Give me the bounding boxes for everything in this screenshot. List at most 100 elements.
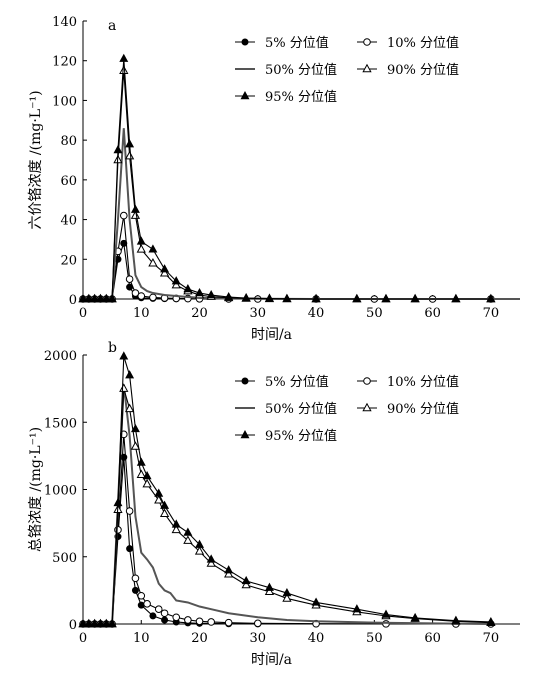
data-point xyxy=(119,211,128,220)
legend-marker xyxy=(241,38,249,46)
data-point xyxy=(148,244,158,253)
x-tick-label: 10 xyxy=(133,631,150,646)
data-point xyxy=(130,423,140,433)
data-point xyxy=(149,293,157,302)
x-tick-label: 70 xyxy=(483,306,500,321)
data-point xyxy=(159,267,170,277)
y-axis-label: 六价铬浓度 /(mg·L⁻¹) xyxy=(28,90,44,229)
data-point xyxy=(160,264,170,273)
data-point xyxy=(206,554,216,563)
y-tick-label: 120 xyxy=(52,55,77,70)
legend-marker xyxy=(362,402,372,412)
data-point xyxy=(207,618,215,626)
legend-label: 50% 分位值 xyxy=(265,62,337,78)
data-point xyxy=(241,579,251,589)
legend-marker xyxy=(362,63,372,73)
data-point xyxy=(149,612,157,620)
data-point xyxy=(125,275,134,283)
data-point xyxy=(130,210,141,219)
data-point xyxy=(137,292,146,300)
legend-label: 5% 分位值 xyxy=(265,374,329,390)
data-point xyxy=(119,383,129,392)
data-point xyxy=(160,609,169,618)
x-tick-label: 60 xyxy=(424,631,441,646)
data-point xyxy=(183,527,193,536)
data-point xyxy=(282,293,292,303)
panel-label: b xyxy=(108,340,117,356)
y-tick-label: 2000 xyxy=(44,349,77,364)
x-tick-label: 0 xyxy=(79,306,87,321)
data-point xyxy=(264,586,275,596)
data-point xyxy=(241,292,251,302)
data-point xyxy=(136,469,146,479)
x-tick-label: 60 xyxy=(424,306,441,321)
legend-label: 50% 分位值 xyxy=(265,401,337,417)
y-tick-label: 0 xyxy=(69,618,77,633)
chart-panel-a: 0 10 20 30 40 50 60 70 0 20 40 60 80 100 120 140 时间/a 六价铬… xyxy=(28,15,520,343)
data-point xyxy=(161,616,169,624)
data-point xyxy=(90,618,100,628)
data-point xyxy=(143,600,151,608)
data-point xyxy=(119,65,129,74)
data-point xyxy=(124,403,135,413)
legend-label: 95% 分位值 xyxy=(265,428,337,444)
data-point xyxy=(160,500,170,509)
data-point xyxy=(382,620,390,628)
data-point xyxy=(311,293,321,303)
data-point xyxy=(451,293,461,303)
data-point xyxy=(311,597,321,606)
data-point xyxy=(352,293,362,303)
y-tick-label: 100 xyxy=(52,94,77,109)
legend-marker xyxy=(240,429,250,439)
y-axis-label: 总铬浓度 /(mg·L⁻¹) xyxy=(28,427,44,552)
data-point xyxy=(154,488,164,497)
y-tick-label: 1500 xyxy=(44,416,77,431)
y-tick-label: 40 xyxy=(60,214,77,229)
data-point xyxy=(78,293,88,303)
data-point xyxy=(136,457,146,466)
data-point xyxy=(142,471,152,480)
x-tick-label: 40 xyxy=(308,306,325,321)
data-point xyxy=(451,615,461,624)
legend-label: 10% 分位值 xyxy=(387,374,459,390)
series-5 xyxy=(78,53,496,303)
y-tick-label: 0 xyxy=(69,293,77,308)
data-point xyxy=(486,293,496,303)
data-point xyxy=(172,613,181,622)
data-point xyxy=(171,276,181,285)
x-tick-label: 0 xyxy=(79,631,87,646)
legend-label: 90% 分位值 xyxy=(387,401,459,417)
data-point xyxy=(381,609,391,618)
y-tick-label: 20 xyxy=(60,253,77,268)
data-point xyxy=(241,575,251,585)
data-point xyxy=(171,519,181,528)
y-tick-label: 500 xyxy=(52,551,77,566)
x-tick-label: 70 xyxy=(483,631,500,646)
data-point xyxy=(101,293,111,303)
data-point xyxy=(171,524,181,534)
x-tick-label: 10 xyxy=(133,306,150,321)
data-point xyxy=(131,586,139,594)
x-tick-label: 20 xyxy=(191,306,208,321)
data-point xyxy=(113,497,123,507)
data-point xyxy=(381,293,391,303)
data-point xyxy=(224,568,234,578)
legend-marker xyxy=(240,90,250,100)
legend-label: 10% 分位值 xyxy=(387,35,459,51)
data-point xyxy=(96,293,105,303)
data-point xyxy=(130,441,141,450)
data-point xyxy=(131,574,140,583)
data-point xyxy=(224,291,234,301)
x-tick-label: 20 xyxy=(191,631,208,646)
data-point xyxy=(486,616,496,626)
data-point xyxy=(148,258,158,267)
y-tick-label: 140 xyxy=(52,15,77,30)
legend-marker xyxy=(363,38,371,46)
data-point xyxy=(84,618,94,628)
data-point xyxy=(410,612,420,622)
data-point xyxy=(159,508,170,518)
data-point xyxy=(119,351,129,360)
data-point xyxy=(126,545,134,553)
data-point xyxy=(194,546,205,555)
data-point xyxy=(264,582,274,591)
